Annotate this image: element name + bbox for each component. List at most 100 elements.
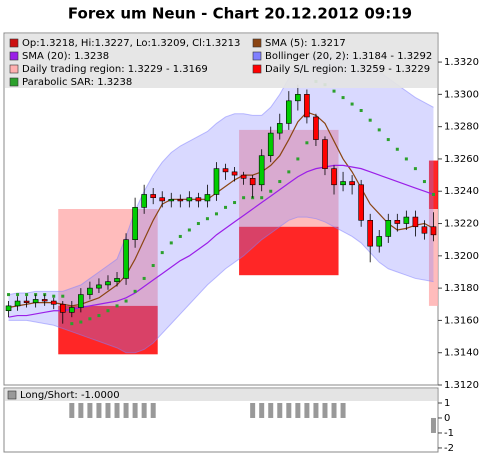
bar xyxy=(331,402,337,418)
bar xyxy=(286,402,292,418)
region xyxy=(239,129,339,227)
sar-dot xyxy=(169,241,173,245)
legend-swatch xyxy=(9,64,19,74)
candle-body xyxy=(23,300,30,303)
y-tick-label: 1.3140 xyxy=(444,348,479,359)
candle-body xyxy=(286,100,292,124)
candle-body xyxy=(358,184,364,221)
legend-swatch xyxy=(9,77,19,87)
candle-body xyxy=(340,181,346,186)
sar-dot xyxy=(431,192,435,196)
sar-dot xyxy=(395,147,399,151)
candle-body xyxy=(204,194,211,202)
legend-swatch xyxy=(252,51,262,61)
sar-dot xyxy=(260,196,264,200)
sar-dot xyxy=(106,309,110,313)
sar-dot xyxy=(332,89,336,93)
y-tick-label: 1.3260 xyxy=(444,154,479,165)
y-tick-label: 1.3240 xyxy=(444,186,479,197)
sar-dot xyxy=(341,96,345,100)
y-tick-label: 1.3180 xyxy=(444,283,479,294)
sar-dot xyxy=(151,264,155,268)
candle-body xyxy=(276,123,283,134)
bar xyxy=(150,402,156,418)
bar xyxy=(132,402,138,418)
candle-body xyxy=(367,220,373,247)
bar xyxy=(96,402,102,418)
sar-dot xyxy=(97,314,101,318)
region xyxy=(428,160,438,209)
bar xyxy=(313,402,319,418)
candle-body xyxy=(240,174,247,179)
legend-swatch xyxy=(7,390,17,400)
candle-body xyxy=(14,300,21,307)
sar-dot xyxy=(52,294,56,298)
sar-dot xyxy=(278,180,282,184)
sar-dot xyxy=(368,118,372,122)
legend-label: Op:1.3218, Hi:1.3227, Lo:1.3209, Cl:1.32… xyxy=(22,38,240,49)
candle-body xyxy=(59,303,66,313)
sar-dot xyxy=(142,276,146,280)
candle-body xyxy=(96,284,102,289)
sar-dot xyxy=(242,196,246,200)
sar-dot xyxy=(7,293,11,297)
bar xyxy=(123,402,129,418)
band-line xyxy=(8,216,434,354)
legend-box xyxy=(5,34,437,88)
sar-dot xyxy=(214,212,218,216)
y-tick-label: -1 xyxy=(444,428,454,439)
bar xyxy=(141,402,147,418)
bar xyxy=(87,402,93,418)
y-tick-label: 1.3160 xyxy=(444,315,479,326)
candle-body xyxy=(313,116,319,140)
candle-body xyxy=(249,178,256,186)
legend-label: Long/Short: -1.0000 xyxy=(20,390,120,401)
chart-title: Forex um Neun - Chart 20.12.2012 09:19 xyxy=(68,5,412,23)
sar-dot xyxy=(404,157,408,161)
legend-label: Daily S/L region: 1.3259 - 1.3229 xyxy=(265,64,430,75)
region xyxy=(239,226,339,276)
candle-body xyxy=(412,216,419,228)
candle-body xyxy=(421,226,428,234)
legend-swatch xyxy=(9,51,19,61)
bar xyxy=(259,402,265,418)
sar-dot xyxy=(196,222,200,226)
y-tick-label: 0 xyxy=(444,413,450,424)
candle-body xyxy=(258,155,265,186)
candle-body xyxy=(267,132,274,157)
legend-label: Daily trading region: 1.3229 - 1.3169 xyxy=(22,64,208,75)
sar-dot xyxy=(115,304,119,308)
sar-dot xyxy=(61,294,65,298)
sar-dot xyxy=(377,128,381,132)
candle-body xyxy=(430,226,437,236)
legend-label: Parabolic SAR: 1.3238 xyxy=(22,77,132,88)
sar-dot xyxy=(205,217,209,221)
y-tick-label: 1.3300 xyxy=(444,89,479,100)
candle-body xyxy=(105,281,111,286)
legend-swatch xyxy=(9,38,19,48)
candle-body xyxy=(168,199,175,202)
candle-body xyxy=(114,278,120,282)
candle-body xyxy=(195,197,202,202)
sar-dot xyxy=(178,234,182,238)
candle-body xyxy=(304,94,310,118)
legend-box xyxy=(5,389,437,401)
candle-body xyxy=(213,168,220,195)
sar-dot xyxy=(386,138,390,142)
y-tick-label: 1.3220 xyxy=(444,219,479,230)
sar-dot xyxy=(79,320,83,324)
candle-body xyxy=(123,239,129,279)
y-tick-label: 1.3320 xyxy=(444,57,479,68)
legend-label: SMA (5): 1.3217 xyxy=(265,38,346,49)
sar-dot xyxy=(296,157,300,161)
candle-body xyxy=(87,287,93,295)
sar-dot xyxy=(233,201,237,205)
legend-label: Bollinger (20, 2): 1.3184 - 1.3292 xyxy=(265,51,432,62)
bar xyxy=(322,402,328,418)
candle-body xyxy=(5,305,12,312)
sar-dot xyxy=(124,299,128,303)
candle-body xyxy=(41,299,48,302)
candle-body xyxy=(78,294,84,308)
bar xyxy=(250,402,256,418)
candle-body xyxy=(69,307,75,313)
